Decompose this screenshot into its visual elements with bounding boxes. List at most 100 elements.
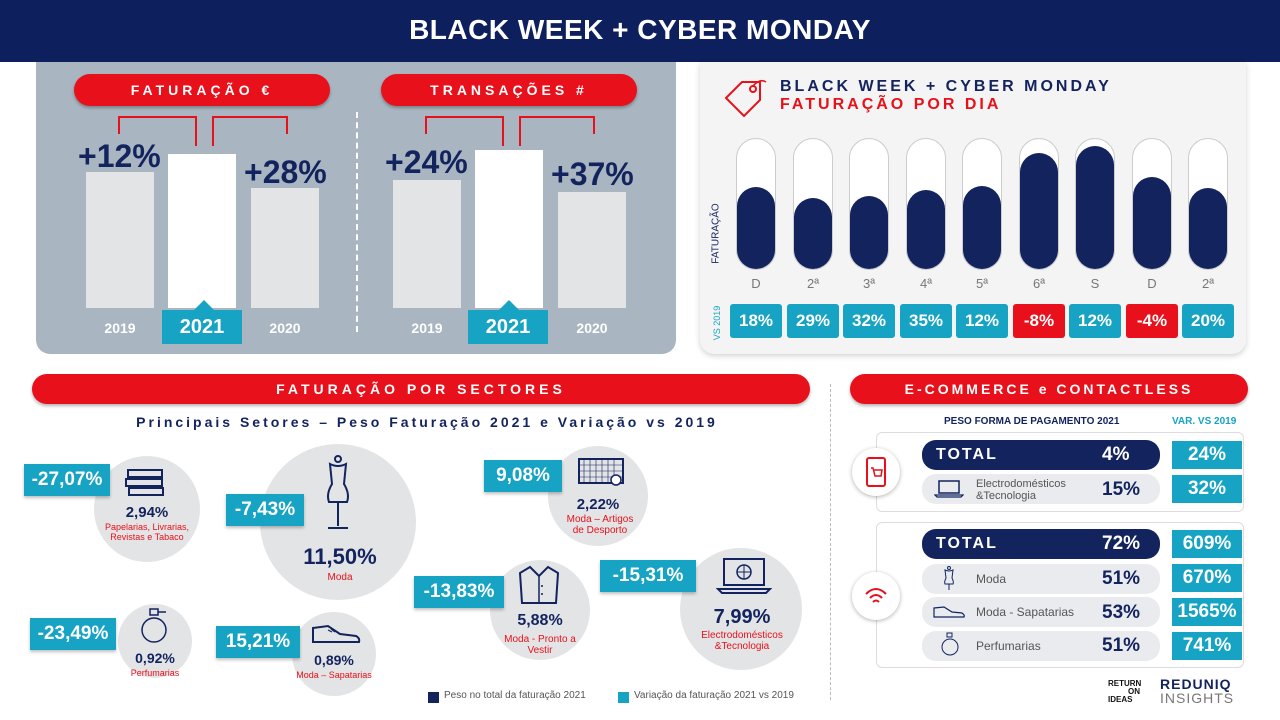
- roi-logo: RETURN ON IDEAS: [1108, 680, 1141, 704]
- contactless-perfumarias-row: [922, 631, 1160, 661]
- year-arrow: [194, 300, 214, 310]
- sector-variation: 15,21%: [216, 626, 300, 658]
- connector-line: [425, 116, 503, 118]
- year-arrow: [499, 300, 519, 310]
- row-pct: 51%: [1102, 568, 1141, 589]
- day-variation: 32%: [843, 304, 895, 338]
- sector-share: 2,94%: [125, 504, 169, 521]
- day-label: 2ª: [806, 276, 820, 291]
- daily-subtitle: FATURAÇÃO POR DIA: [780, 96, 1002, 113]
- row-var: 741%: [1172, 632, 1242, 660]
- faturacao-pill: FATURAÇÃO €: [74, 74, 330, 106]
- day-label: 2ª: [1201, 276, 1215, 291]
- day-variation: 12%: [956, 304, 1008, 338]
- sector-name: Perfumarias: [130, 668, 180, 678]
- sector-name: Moda: [327, 572, 353, 583]
- icon-circle: [852, 448, 900, 496]
- day-label: 4ª: [919, 276, 933, 291]
- connector-line: [286, 116, 288, 134]
- sector-circle: [292, 612, 376, 696]
- bar-2020: [558, 192, 626, 308]
- day-variation: 18%: [730, 304, 782, 338]
- books-icon: [125, 469, 164, 496]
- col-var-header: VAR. VS 2019: [1172, 416, 1237, 427]
- connector-line: [212, 116, 214, 146]
- sector-circle: [548, 446, 648, 546]
- row-pct: 72%: [1102, 533, 1141, 554]
- shoe-icon: [312, 624, 361, 643]
- row-name: Moda: [976, 572, 1007, 586]
- row-var: 609%: [1172, 530, 1242, 558]
- divider: [830, 384, 831, 700]
- day-variation: 20%: [1182, 304, 1234, 338]
- connector-line: [195, 116, 197, 146]
- contactless-icon: [865, 588, 887, 603]
- contactless-moda-row: [922, 564, 1160, 594]
- sector-share: 2,22%: [576, 496, 620, 513]
- year-label: 2020: [269, 320, 301, 336]
- connector-line: [502, 116, 504, 146]
- sector-share: 11,50%: [303, 544, 377, 569]
- bar-2020: [251, 188, 319, 308]
- sector-circle: [118, 604, 192, 678]
- day-label: 6ª: [1032, 276, 1046, 291]
- sectores-subtitle: Principais Setores – Peso Faturação 2021…: [136, 414, 718, 430]
- day-bar: [1076, 146, 1114, 269]
- perfume-icon: [141, 608, 167, 643]
- sector-circle: [94, 456, 200, 562]
- legend-swatch-variation: [618, 692, 629, 703]
- sector-name: Electrodomésticos &Tecnologia: [701, 630, 783, 652]
- jacket-icon: [518, 565, 560, 604]
- sector-name: Moda – Artigos de Desporto: [566, 514, 634, 536]
- contactless-total-row: [922, 529, 1160, 559]
- ecommerce-pill: E-COMMERCE e CONTACTLESS: [850, 374, 1248, 404]
- day-bar: [737, 187, 775, 269]
- day-label: 3ª: [862, 276, 876, 291]
- day-label: D: [751, 276, 761, 291]
- row-pct: 4%: [1102, 444, 1130, 465]
- sector-share: 7,99%: [713, 606, 771, 628]
- day-bar: [850, 196, 888, 269]
- roi-logo-line1: RETURN: [1108, 679, 1142, 688]
- legend-swatch-share: [428, 692, 439, 703]
- row-pct: 15%: [1102, 479, 1141, 500]
- bar-2021: [168, 154, 236, 308]
- sector-name: Moda - Pronto a Vestir: [504, 634, 576, 656]
- day-bar: [794, 198, 832, 269]
- sector-share: 5,88%: [517, 612, 563, 629]
- day-bar-track: [906, 138, 946, 270]
- sector-variation: -7,43%: [226, 494, 304, 526]
- growth-vs-2020: +28%: [244, 154, 327, 190]
- header-bar: [0, 0, 1280, 62]
- daily-ylabel: FATURAÇÃO: [710, 203, 722, 264]
- year-highlight: 2021: [468, 310, 548, 344]
- row-var: 24%: [1172, 441, 1242, 469]
- laptop-icon: [934, 480, 964, 498]
- reduniq-insights: INSIGHTS: [1160, 690, 1235, 706]
- row-var: 1565%: [1172, 598, 1242, 626]
- roi-logo-line3: IDEAS: [1108, 695, 1133, 704]
- mobile-cart-icon: [866, 457, 886, 487]
- perfume-icon: [941, 632, 959, 656]
- day-bar-track: [1019, 138, 1059, 270]
- day-bar: [963, 186, 1001, 269]
- connector-line: [519, 116, 521, 146]
- day-label: 5ª: [975, 276, 989, 291]
- day-bar-track: [1188, 138, 1228, 270]
- day-variation: 29%: [787, 304, 839, 338]
- day-bar: [907, 190, 945, 269]
- row-name: Moda - Sapatarias: [976, 605, 1075, 619]
- mannequin-icon: [944, 566, 954, 590]
- sectores-pill: FATURAÇÃO POR SECTORES: [32, 374, 810, 404]
- laptop-icon: [716, 558, 772, 594]
- legend-share: Peso no total da faturação 2021: [444, 690, 586, 701]
- sector-circle: [490, 560, 590, 660]
- vs-2019-label: VS 2019: [712, 305, 722, 341]
- day-variation: -8%: [1013, 304, 1065, 338]
- day-label: D: [1147, 276, 1157, 291]
- day-bar-track: [849, 138, 889, 270]
- growth-vs-2020: +37%: [551, 156, 634, 192]
- row-var: 32%: [1172, 475, 1242, 503]
- sector-variation: 9,08%: [484, 460, 562, 492]
- sector-circle: [680, 548, 802, 670]
